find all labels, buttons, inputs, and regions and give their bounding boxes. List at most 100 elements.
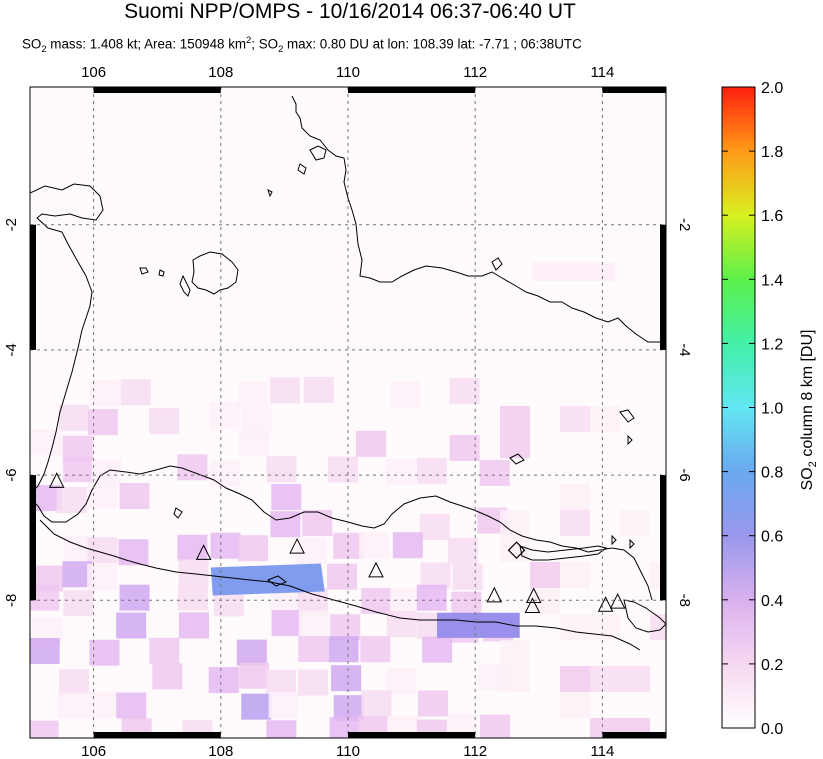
frame-band — [93, 87, 221, 93]
so2-pixel — [121, 718, 152, 738]
so2-pixel — [437, 612, 520, 638]
colorbar-tick-label: 1.2 — [761, 336, 783, 353]
lat-tick-label-right: -8 — [676, 594, 693, 607]
lon-tick-label-bottom: 108 — [208, 743, 233, 759]
so2-pixel — [296, 537, 327, 564]
so2-pixel — [420, 562, 451, 589]
lon-tick-label-bottom: 106 — [81, 743, 106, 759]
so2-pixel — [266, 720, 297, 738]
frame-band — [660, 224, 666, 350]
so2-pixel — [590, 718, 620, 738]
colorbar-tick-label: 1.6 — [761, 208, 783, 225]
so2-pixel — [297, 669, 328, 696]
so2-pixel — [268, 692, 299, 719]
so2-pixel — [266, 456, 297, 483]
colorbar-ticks: 0.0 0.2 0.4 0.6 0.8 1.0 1.2 1.4 1.6 1.8 2.0 — [722, 80, 783, 738]
so2-pixel — [560, 510, 590, 536]
so2-pixel — [87, 409, 118, 436]
so2-pixel — [87, 482, 118, 509]
so2-pixel — [532, 262, 616, 282]
so2-pixel — [419, 513, 450, 540]
colorbar-tick-label: 0.6 — [761, 529, 783, 546]
lon-tick-label-bottom: 110 — [336, 743, 360, 759]
colorbar-tick-label: 0.4 — [761, 593, 783, 610]
so2-pixel — [386, 611, 417, 638]
map-title: Suomi NPP/OMPS - 10/16/2014 06:37-06:40 … — [124, 0, 576, 23]
frame-band — [30, 475, 36, 601]
so2-pixel — [329, 717, 360, 738]
lon-tick-label-top: 114 — [590, 64, 614, 81]
so2-pixel — [210, 532, 241, 559]
axis-tick-labels: 106 106 108 108 110 110 112 112 114 114 -2 -2 -4 -4 -6… — [3, 64, 693, 759]
colorbar-tick-label: 1.0 — [761, 401, 783, 418]
so2-pixel — [590, 666, 620, 692]
so2-pixel — [266, 669, 297, 696]
so2-pixel — [620, 718, 650, 738]
so2-pixel — [500, 666, 530, 692]
so2-pixel — [361, 690, 392, 717]
frame-band — [602, 732, 666, 738]
so2-pixel — [269, 377, 300, 404]
so2-pixel — [178, 612, 209, 639]
so2-pixel — [390, 381, 421, 408]
colorbar-label: SO2 column 8 km [DU] — [798, 329, 820, 491]
so2-pixel — [328, 636, 359, 663]
volcano-triangle-icon — [525, 587, 542, 604]
so2-pixel — [530, 562, 560, 588]
so2-pixel — [500, 406, 530, 432]
so2-pixel — [237, 381, 268, 408]
so2-pixel — [89, 639, 120, 666]
so2-pixel — [241, 693, 272, 720]
lat-tick-label-right: -2 — [676, 218, 693, 231]
so2-pixel — [327, 563, 358, 590]
so2-pixel — [560, 614, 590, 640]
so2-pixel — [452, 563, 483, 590]
lat-tick-label-left: -4 — [3, 343, 20, 356]
so2-pixel — [416, 457, 447, 484]
colorbar-tick-label: 2.0 — [761, 80, 783, 97]
lat-tick-label-left: -8 — [3, 594, 20, 607]
so2-pixel — [87, 563, 118, 590]
volcano-triangle-icon — [597, 596, 614, 612]
so2-pixel — [241, 407, 272, 434]
so2-pixel — [360, 636, 391, 663]
so2-pixel — [57, 692, 88, 719]
so2-pixel — [620, 666, 650, 692]
so2-pixel — [422, 636, 453, 663]
lat-tick-label-right: -6 — [676, 468, 693, 481]
so2-pixel — [58, 404, 89, 431]
so2-pixel — [479, 459, 510, 486]
so2-pixel — [297, 588, 328, 615]
so2-pixel — [590, 406, 620, 432]
so2-pixel — [327, 456, 358, 483]
lat-tick-label-right: -4 — [676, 343, 693, 356]
so2-pixel — [149, 408, 180, 435]
so2-pixel — [298, 636, 329, 663]
so2-pixel — [208, 667, 239, 694]
so2-pixel — [500, 510, 530, 536]
volcano-triangle-icon — [289, 537, 305, 554]
so2-pixels — [30, 262, 666, 738]
so2-pixel — [116, 692, 147, 719]
so2-pixel — [271, 610, 302, 637]
map-frame — [29, 86, 667, 739]
so2-pixel — [417, 690, 448, 717]
so2-pixel — [560, 692, 590, 718]
gridlines — [30, 87, 666, 738]
so2-pixel — [271, 483, 302, 510]
lon-tick-label-bottom: 112 — [463, 743, 487, 759]
frame-band — [660, 475, 666, 601]
so2-pixel — [500, 432, 530, 458]
so2-pixel — [239, 662, 270, 689]
so2-pixel — [63, 590, 94, 617]
so2-pixel — [560, 484, 590, 510]
frame-band — [602, 87, 666, 93]
volcano-triangle-icon — [195, 544, 212, 560]
so2-pixel — [31, 429, 62, 456]
frame-band — [30, 224, 36, 350]
so2-pixel — [177, 454, 208, 481]
frame-band — [348, 87, 476, 93]
volcano-triangle-icon — [524, 597, 541, 614]
so2-pixel — [330, 614, 361, 641]
